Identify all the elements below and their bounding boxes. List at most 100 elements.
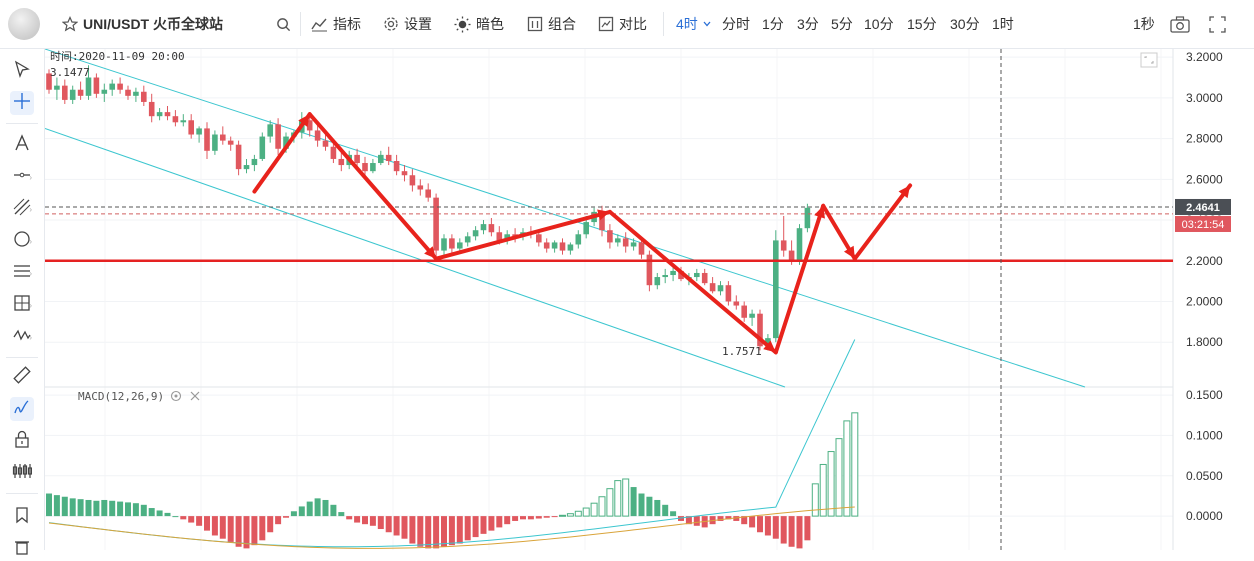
candle-body <box>109 83 115 90</box>
macd-bar <box>259 516 266 541</box>
shape-tool[interactable]: › <box>10 229 34 253</box>
candle-body <box>354 154 360 164</box>
macd-bar <box>117 501 124 517</box>
candle-body <box>543 242 550 249</box>
tool-divider <box>6 493 38 494</box>
candle-body <box>322 140 329 147</box>
top-toolbar: UNI/USDT 火币全球站 指标 设置 暗色 组合 对比 4时 分时 1分 3… <box>0 0 1254 49</box>
wave-tool[interactable]: › <box>10 325 34 349</box>
macd-bar <box>559 514 566 517</box>
interval-5m[interactable]: 5分 <box>831 13 853 35</box>
macd-bar <box>527 516 534 520</box>
candle-body <box>749 313 755 318</box>
text-tool[interactable] <box>10 133 34 157</box>
macd-tick-label: 0.1500 <box>1186 388 1223 402</box>
interval-3m[interactable]: 3分 <box>797 13 819 35</box>
macd-bar <box>53 495 60 517</box>
chevron-right-icon: › <box>29 205 32 214</box>
macd-bar <box>148 508 155 517</box>
candle-body <box>338 158 345 166</box>
compare-label: 对比 <box>619 16 647 32</box>
compare-button[interactable]: 对比 <box>598 13 647 35</box>
macd-signal-lines <box>48 339 856 549</box>
candle-body <box>133 91 139 96</box>
candle-body <box>196 128 202 135</box>
interval-label: 1时 <box>992 16 1014 32</box>
screenshot-button[interactable] <box>1170 13 1190 35</box>
macd-bar <box>819 463 827 517</box>
interval-30m[interactable]: 30分 <box>950 13 980 35</box>
candle-body <box>504 234 510 241</box>
arrow-segment <box>773 203 826 355</box>
interval-label: 5分 <box>831 16 853 32</box>
last-price-value: 2.4641 <box>1186 202 1220 214</box>
arrow-head <box>763 340 776 353</box>
macd-bar <box>574 510 582 517</box>
candle-body <box>622 238 629 247</box>
lock-tool[interactable] <box>10 429 34 453</box>
interval-1h[interactable]: 1时 <box>992 13 1014 35</box>
theme-button[interactable]: 暗色 <box>454 13 504 35</box>
interval-1m[interactable]: 1分 <box>762 13 784 35</box>
bookmark-tool[interactable] <box>10 505 34 529</box>
trend-line-tool[interactable]: › <box>10 197 34 221</box>
macd-bar <box>551 516 558 518</box>
maximize-icon[interactable] <box>1140 52 1158 68</box>
candle-body <box>220 134 226 141</box>
interval-timeline[interactable]: 分时 <box>722 13 750 35</box>
interval-10m[interactable]: 10分 <box>864 13 894 35</box>
crosshair-tool[interactable] <box>10 91 34 115</box>
macd-bar <box>180 516 187 520</box>
fibonacci-tool[interactable]: › <box>10 261 34 285</box>
macd-bar <box>582 507 590 517</box>
macd-settings-icon[interactable] <box>170 390 182 402</box>
candle-body <box>464 236 471 243</box>
indicator-button[interactable]: 指标 <box>311 13 361 35</box>
candle-body <box>85 77 92 96</box>
macd-bar <box>843 420 851 517</box>
macd-bar <box>283 516 289 518</box>
exchange-logo <box>8 8 40 40</box>
close-icon[interactable] <box>190 391 200 401</box>
horizontal-line-tool[interactable]: › <box>10 165 34 189</box>
pen-icon <box>13 398 31 421</box>
candle-body <box>259 136 266 159</box>
search-button[interactable] <box>276 13 291 35</box>
candle-body <box>306 120 313 131</box>
macd-bar <box>354 516 361 523</box>
star-icon[interactable] <box>62 16 78 32</box>
candle-body <box>536 234 542 243</box>
settings-button[interactable]: 设置 <box>383 13 432 35</box>
macd-bar <box>188 516 195 523</box>
countdown-tag-bg <box>1175 215 1231 232</box>
cursor-tool[interactable] <box>10 59 34 83</box>
macd-bar <box>164 512 171 517</box>
combo-label: 组合 <box>548 16 576 32</box>
interval-15m[interactable]: 15分 <box>907 13 937 35</box>
macd-bar <box>196 516 203 526</box>
candle-body <box>457 242 463 249</box>
candle-body <box>678 270 684 280</box>
ruler-tool[interactable] <box>10 365 34 389</box>
fullscreen-button[interactable] <box>1209 13 1226 35</box>
candle-body <box>765 338 771 347</box>
candle-body <box>378 154 384 164</box>
chart-area[interactable]: 3.20003.00002.80002.60002.40002.20002.00… <box>45 49 1254 550</box>
symbol-selector[interactable]: UNI/USDT 火币全球站 <box>62 13 223 35</box>
macd-bar <box>275 516 282 525</box>
camera-icon <box>1170 15 1190 33</box>
visibility-tool[interactable] <box>10 461 34 485</box>
interval-4h[interactable]: 4时 <box>676 13 711 35</box>
macd-bar <box>693 516 700 526</box>
candle-body <box>267 124 273 137</box>
candle-body <box>385 154 392 161</box>
brush-tool[interactable] <box>10 397 34 421</box>
macd-bar <box>132 503 139 517</box>
macd-bar <box>417 516 424 547</box>
refresh-interval-button[interactable]: 1秒 <box>1133 13 1155 35</box>
combo-button[interactable]: 组合 <box>527 13 576 35</box>
countdown-value: 03:21:54 <box>1182 219 1225 231</box>
macd-bar <box>606 488 614 517</box>
delete-tool[interactable] <box>10 537 34 561</box>
measure-tool[interactable]: › <box>10 293 34 317</box>
